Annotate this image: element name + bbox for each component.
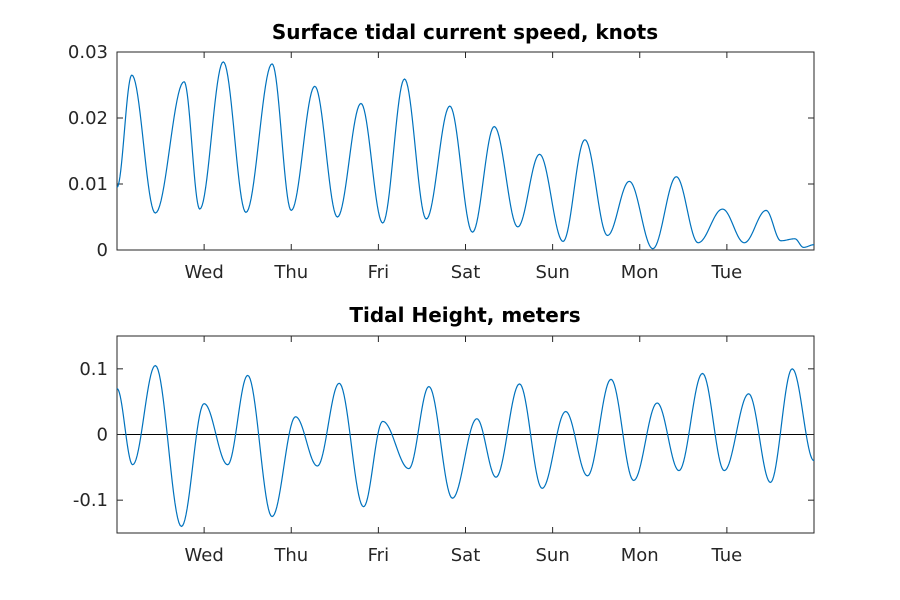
tidal-height-xtick-label: Thu xyxy=(273,545,308,566)
current-speed-title: Surface tidal current speed, knots xyxy=(272,20,658,44)
current-speed-ticks: 0 0.01 0.02 0.03 Wed Thu Fri Sat Sun Mon Tue xyxy=(68,42,814,283)
tidal-height-xtick-label: Fri xyxy=(368,545,389,566)
current-speed-xtick-label: Wed xyxy=(185,262,224,283)
tidal-height-ticks: -0.1 0 0.1 Wed Thu Fri Sat Sun Mon Tue xyxy=(73,336,814,566)
tidal-height-xtick-label: Sun xyxy=(536,545,570,566)
tidal-height-panel: Tidal Height, meters -0.1 0 0.1 Wed Thu Fri Sa… xyxy=(73,303,815,566)
current-speed-xtick-label: Fri xyxy=(368,262,389,283)
tidal-height-xtick-label: Sat xyxy=(451,545,481,566)
current-speed-xtick-label: Sat xyxy=(451,262,481,283)
current-speed-series-line xyxy=(116,61,815,250)
tidal-height-xtick-label: Wed xyxy=(185,545,224,566)
current-speed-ytick-label: 0.03 xyxy=(68,42,108,63)
tidal-height-ytick-label: 0.1 xyxy=(79,359,108,380)
current-speed-panel: Surface tidal current speed, knots 0 0.01… xyxy=(68,20,815,283)
current-speed-ytick-label: 0 xyxy=(97,240,108,261)
current-speed-ytick-label: 0.01 xyxy=(68,174,108,195)
tidal-height-ytick-label: 0 xyxy=(97,425,108,446)
current-speed-xtick-label: Thu xyxy=(273,262,308,283)
current-speed-xtick-label: Tue xyxy=(711,262,743,283)
tidal-height-xtick-label: Mon xyxy=(621,545,659,566)
current-speed-xtick-label: Sun xyxy=(536,262,570,283)
current-speed-axes xyxy=(116,51,815,251)
tidal-height-series-line xyxy=(116,364,815,528)
tidal-height-title: Tidal Height, meters xyxy=(349,303,580,327)
tidal-height-ytick-label: -0.1 xyxy=(73,490,108,511)
tidal-height-xtick-label: Tue xyxy=(711,545,743,566)
current-speed-xtick-label: Mon xyxy=(621,262,659,283)
current-speed-ytick-label: 0.02 xyxy=(68,108,108,129)
